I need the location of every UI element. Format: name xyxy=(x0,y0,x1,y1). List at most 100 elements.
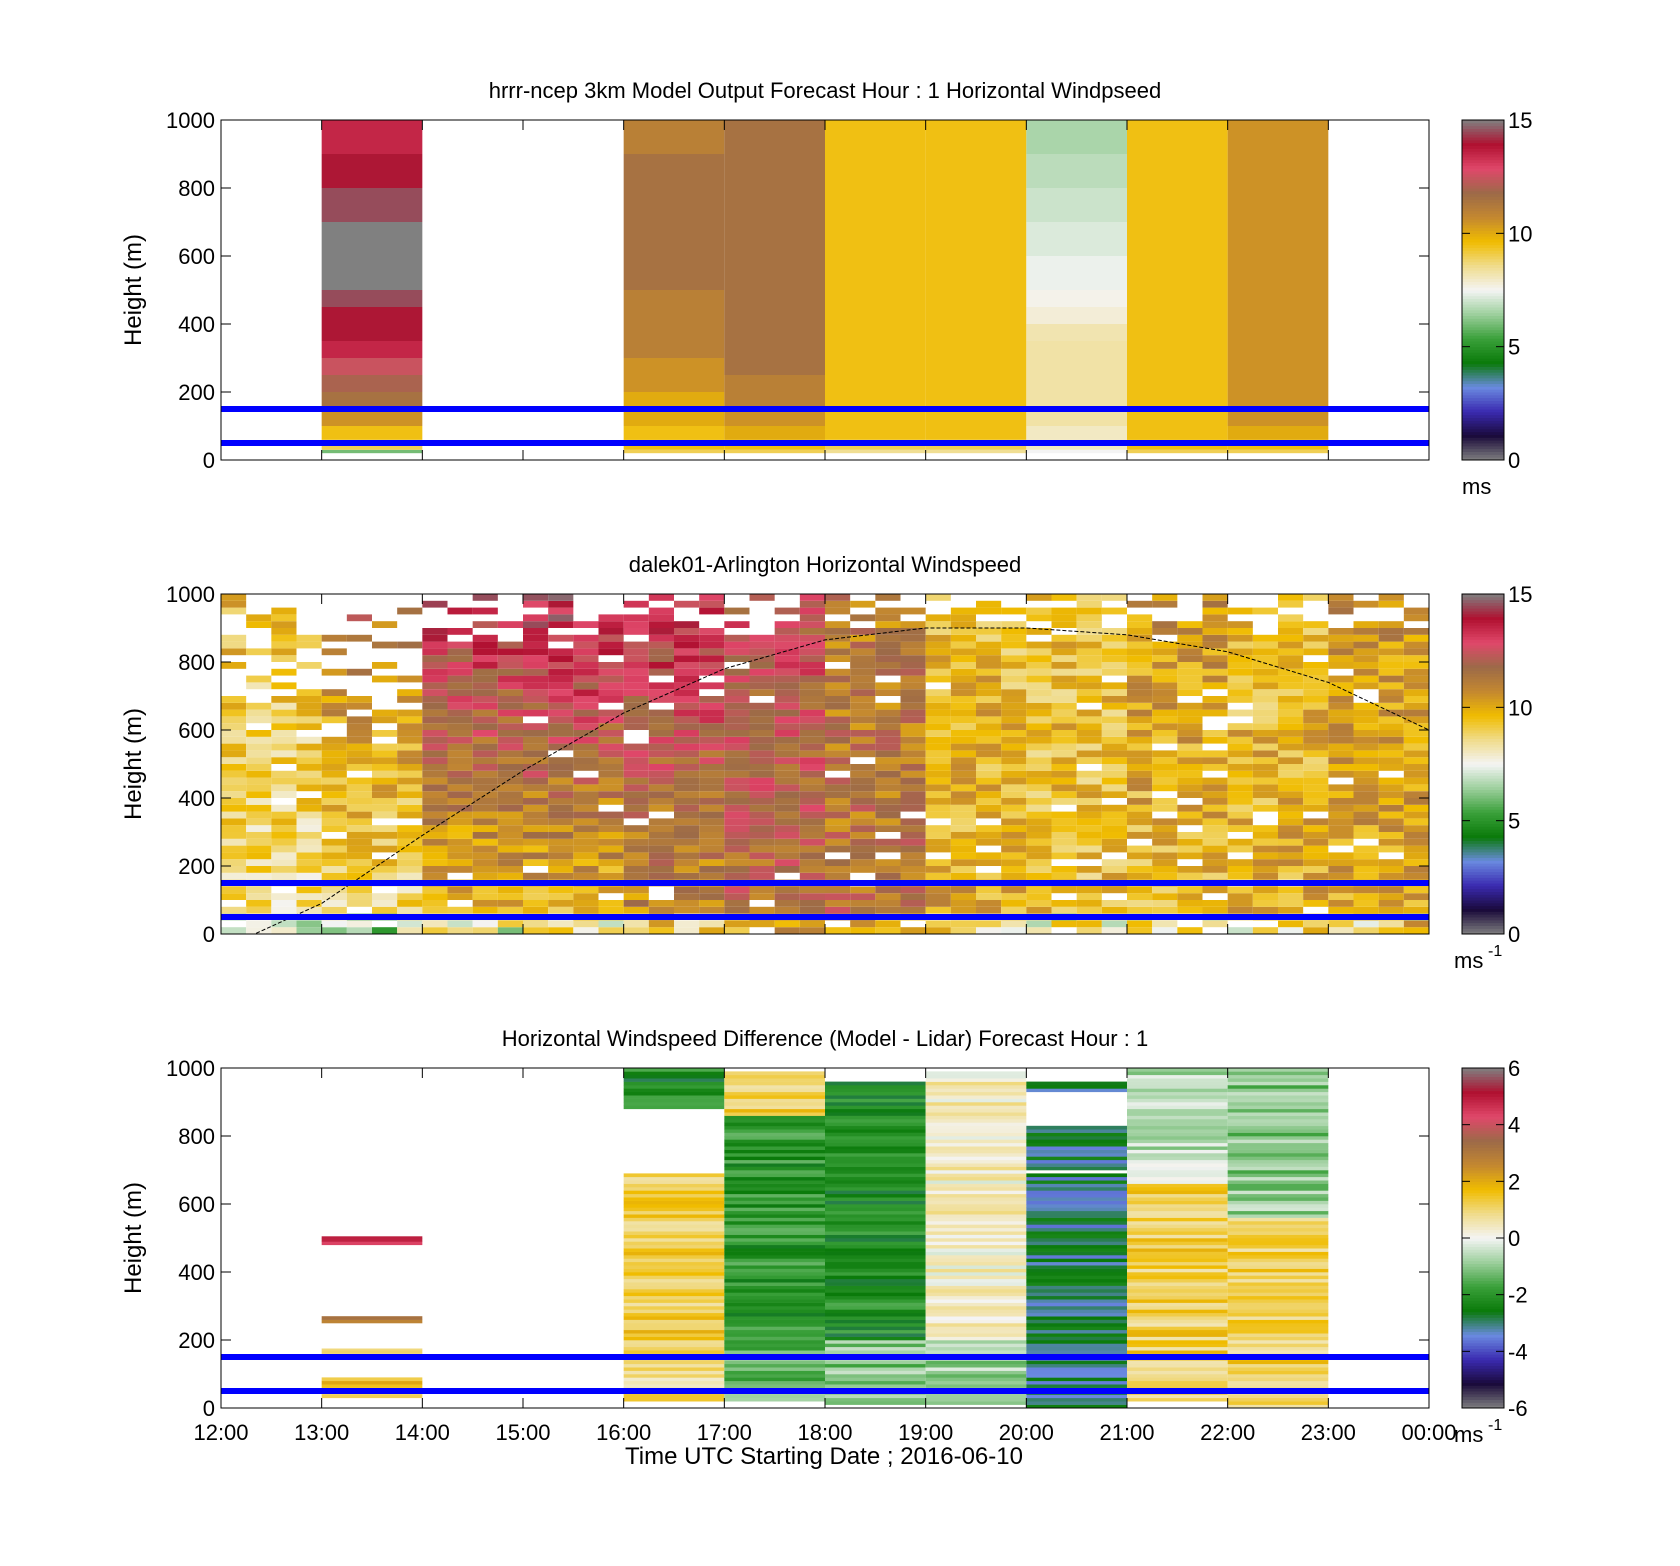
heatmap-cell xyxy=(1127,682,1153,690)
colorbar-segment xyxy=(1462,769,1504,773)
heatmap-cell xyxy=(1227,1102,1329,1106)
colorbar-segment xyxy=(1462,1308,1504,1313)
heatmap-cell xyxy=(1227,1404,1329,1408)
heatmap-cell xyxy=(623,409,725,426)
heatmap-cell xyxy=(1127,675,1153,683)
heatmap-cell xyxy=(1177,723,1203,730)
heatmap-cell xyxy=(1227,1326,1329,1331)
heatmap-cell xyxy=(976,900,1002,907)
heatmap-cell xyxy=(372,777,398,785)
heatmap-cell xyxy=(623,1309,725,1314)
heatmap-cell xyxy=(1001,750,1027,758)
x-tick-label: 22:00 xyxy=(1200,1420,1255,1445)
heatmap-cell xyxy=(724,1074,825,1079)
colorbar-segment xyxy=(1462,1195,1504,1199)
heatmap-cell xyxy=(1227,1187,1329,1191)
heatmap-cell xyxy=(825,375,926,392)
heatmap-cell xyxy=(825,600,851,608)
heatmap-cell xyxy=(372,804,398,812)
heatmap-cell xyxy=(1026,668,1052,676)
heatmap-cell xyxy=(1227,1173,1329,1178)
heatmap-cell xyxy=(1051,655,1077,662)
heatmap-cell xyxy=(774,750,800,758)
heatmap-cell xyxy=(1026,1384,1127,1388)
heatmap-cell xyxy=(1127,1139,1228,1144)
colorbar-segment xyxy=(1462,139,1504,144)
heatmap-cell xyxy=(1202,614,1228,622)
x-tick-label: 18:00 xyxy=(797,1420,852,1445)
heatmap-cell xyxy=(1252,859,1278,866)
heatmap-cell xyxy=(774,716,800,724)
colorbar-segment xyxy=(1462,222,1504,226)
heatmap-cell xyxy=(623,1299,725,1303)
heatmap-cell xyxy=(1227,859,1253,866)
heatmap-cell xyxy=(1227,818,1253,826)
heatmap-cell xyxy=(523,634,549,642)
colorbar-segment xyxy=(1462,394,1504,399)
heatmap-cell xyxy=(925,1370,1027,1375)
heatmap-cell xyxy=(1202,920,1228,928)
heatmap-cell xyxy=(950,838,976,846)
y-axis-label: Height (m) xyxy=(120,234,147,346)
heatmap-cell xyxy=(1227,1265,1329,1269)
heatmap-cell xyxy=(1127,920,1153,928)
heatmap-cell xyxy=(1127,893,1153,900)
heatmap-cell xyxy=(724,1295,825,1300)
colorbar-segment xyxy=(1462,1405,1504,1409)
heatmap-cell xyxy=(900,825,926,832)
heatmap-cell xyxy=(1152,859,1178,866)
heatmap-cell xyxy=(799,730,825,737)
colorbar-segment xyxy=(1462,420,1504,424)
heatmap-cell xyxy=(724,798,750,805)
heatmap-cell xyxy=(1051,709,1077,717)
heatmap-cell xyxy=(724,859,750,866)
heatmap-cell xyxy=(699,641,725,649)
heatmap-cell xyxy=(1303,900,1329,907)
heatmap-cell xyxy=(1403,872,1429,880)
heatmap-cell xyxy=(674,736,700,744)
heatmap-cell xyxy=(925,188,1027,222)
heatmap-cell xyxy=(1001,668,1027,676)
heatmap-cell xyxy=(674,845,700,853)
heatmap-cell xyxy=(1026,1200,1127,1205)
heatmap-cell xyxy=(925,777,951,785)
heatmap-cell xyxy=(1353,818,1379,826)
heatmap-cell xyxy=(1278,886,1304,894)
heatmap-cell xyxy=(825,1346,926,1351)
heatmap-cell xyxy=(422,832,448,839)
heatmap-cell xyxy=(1202,675,1228,683)
heatmap-cell xyxy=(774,791,800,798)
heatmap-cell xyxy=(1127,1187,1228,1191)
heatmap-cell xyxy=(875,893,901,900)
heatmap-cell xyxy=(1026,675,1052,683)
heatmap-cell xyxy=(724,900,750,907)
heatmap-cell xyxy=(724,804,750,812)
colorbar-frame xyxy=(1461,593,1505,935)
colorbar-segment xyxy=(1462,619,1504,623)
heatmap-cell xyxy=(724,730,750,737)
heatmap-cell xyxy=(1127,1234,1228,1239)
heatmap-cell xyxy=(1127,770,1153,778)
heatmap-cell xyxy=(422,859,448,866)
heatmap-cell xyxy=(1152,621,1178,628)
heatmap-cell xyxy=(1001,852,1027,860)
heatmap-cell xyxy=(497,764,523,771)
heatmap-cell xyxy=(825,1261,926,1266)
heatmap-cell xyxy=(1353,634,1379,642)
heatmap-cell xyxy=(1177,818,1203,826)
heatmap-cell xyxy=(1127,1166,1228,1171)
heatmap-cell xyxy=(1051,770,1077,778)
heatmap-cell xyxy=(246,702,272,710)
heatmap-cell xyxy=(1202,825,1228,832)
heatmap-cell xyxy=(724,750,750,758)
heatmap-cell xyxy=(925,1234,1027,1239)
heatmap-cell xyxy=(623,154,725,188)
heatmap-cell xyxy=(548,621,574,628)
heatmap-cell xyxy=(825,736,851,744)
heatmap-cell xyxy=(321,893,347,900)
heatmap-cell xyxy=(598,750,624,758)
heatmap-cell xyxy=(1328,607,1354,615)
colorbar-segment xyxy=(1462,1130,1504,1134)
heatmap-cell xyxy=(1202,696,1228,703)
colorbar-segment xyxy=(1462,125,1504,129)
